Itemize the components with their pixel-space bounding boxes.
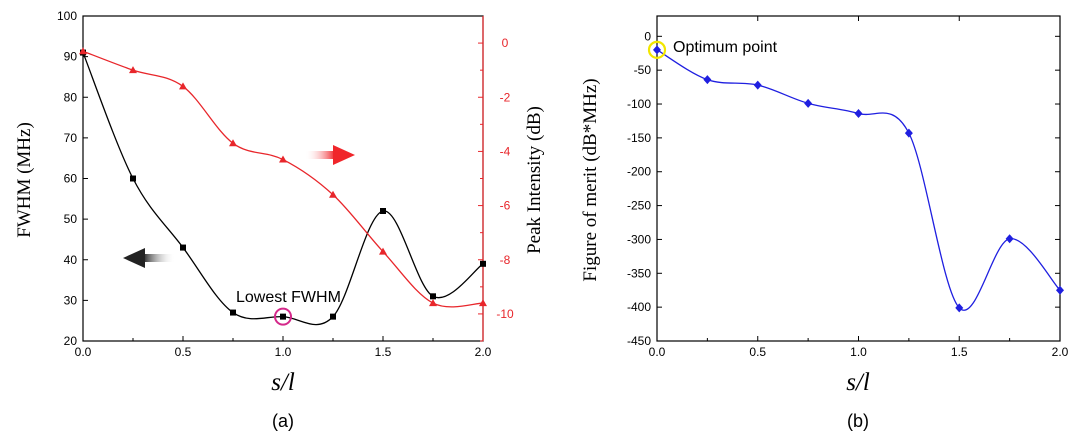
- left-arrow-black: [123, 248, 175, 268]
- peak-intensity-point: [329, 190, 337, 198]
- y-tick-label-right: -10: [496, 307, 514, 321]
- figure-of-merit-series-line: [656, 49, 1061, 311]
- y-tick-label-right: -4: [500, 144, 511, 158]
- y-tick-label-left: 30: [64, 293, 78, 307]
- y-tick-label: 0: [644, 29, 651, 43]
- x-tick-label: 1.5: [951, 345, 968, 359]
- figure-of-merit-point: [955, 303, 964, 313]
- figure-of-merit-point: [904, 128, 913, 138]
- fwhm-point: [430, 293, 436, 300]
- y-ticks-b: 0 -50 -100 -150 -200 -250 -300 -350 -400 -450: [627, 29, 1060, 348]
- peak-intensity-point: [229, 139, 237, 147]
- x-axis-label-b: s/l: [846, 369, 870, 396]
- peak-intensity-point: [429, 299, 437, 307]
- y-tick-label: -50: [634, 63, 652, 77]
- fwhm-series-markers: [80, 49, 486, 320]
- figure-of-merit-point: [854, 109, 863, 118]
- y-tick-label-left: 90: [64, 50, 78, 64]
- fwhm-point: [180, 244, 186, 251]
- y-tick-label-right: 0: [502, 36, 509, 50]
- fwhm-point: [480, 260, 486, 267]
- y-tick-label-left: 80: [64, 90, 78, 104]
- y-tick-label-left: 20: [64, 334, 78, 348]
- x-axis-label-a: s/l: [271, 369, 295, 396]
- peak-intensity-series-line: [82, 50, 484, 308]
- x-tick-label: 1.0: [850, 345, 867, 359]
- peak-intensity-point: [129, 66, 137, 74]
- peak-intensity-point: [179, 82, 187, 90]
- figure-of-merit-point: [804, 98, 813, 108]
- x-tick-label: 0.0: [75, 345, 92, 359]
- optimum-point-label: Optimum point: [673, 39, 778, 56]
- x-tick-label: 1.0: [275, 345, 292, 359]
- fwhm-series-line: [82, 52, 484, 326]
- y-tick-label-left: 40: [64, 253, 78, 267]
- panel-a: 0.0 0.5 1.0 1.5 2.0 20 30 40 50 60 70 80 90 100 0 -2 -…: [14, 9, 545, 431]
- x-tick-label: 2.0: [1052, 345, 1069, 359]
- peak-intensity-point: [479, 299, 487, 307]
- lowest-fwhm-circle: [274, 307, 292, 326]
- figure-of-merit-series-markers: [653, 45, 1064, 313]
- y-tick-label: -250: [627, 199, 651, 213]
- x-tick-label: 0.5: [175, 345, 192, 359]
- figure-of-merit-point: [653, 45, 661, 55]
- peak-intensity-point: [79, 47, 87, 55]
- y-ticks-left-a: 20 30 40 50 60 70 80 90 100: [57, 9, 88, 348]
- panel-b: 0.0 0.5 1.0 1.5 2.0 0 -50 -100 -150 -200 -250 -300…: [580, 15, 1069, 431]
- peak-intensity-point: [379, 247, 387, 255]
- y-tick-label-left: 50: [64, 212, 78, 226]
- fwhm-point: [280, 313, 286, 320]
- x-tick-label: 0.5: [749, 345, 766, 359]
- y-axis-label-b: Figure of merit (dB*MHz): [580, 78, 601, 281]
- right-arrow-red: [305, 145, 355, 165]
- y-tick-label: -400: [627, 300, 651, 314]
- optimum-point-circle: [647, 40, 667, 59]
- figure-of-merit-point: [753, 80, 762, 90]
- y-tick-label: -200: [627, 165, 651, 179]
- fwhm-point: [380, 208, 386, 214]
- x-ticks-b: 0.0 0.5 1.0 1.5 2.0: [649, 16, 1069, 359]
- fwhm-point: [130, 175, 136, 182]
- y-tick-label: -350: [627, 266, 651, 280]
- y-tick-label: -150: [627, 131, 651, 145]
- y-tick-label-right: -6: [500, 199, 511, 213]
- y-axis-label-right-a: Peak Intensity (dB): [524, 106, 545, 254]
- panel-label-a: (a): [272, 411, 294, 431]
- plot-frame-b: [656, 15, 1061, 342]
- y-tick-label-left: 100: [57, 9, 77, 23]
- figure-of-merit-point: [1005, 234, 1014, 244]
- x-tick-label: 1.5: [375, 345, 392, 359]
- fwhm-point: [230, 309, 236, 316]
- x-ticks-a: 0.0 0.5 1.0 1.5 2.0: [75, 336, 492, 359]
- x-tick-label: 0.0: [649, 345, 666, 359]
- y-tick-label: -300: [627, 232, 651, 246]
- fwhm-point: [330, 313, 336, 320]
- y-tick-label-right: -8: [500, 253, 511, 267]
- y-tick-label: -100: [627, 97, 651, 111]
- y-tick-label: -450: [627, 334, 651, 348]
- peak-intensity-point: [279, 155, 287, 163]
- peak-intensity-series-markers: [79, 47, 487, 307]
- y-tick-label-right: -2: [500, 90, 511, 104]
- y-tick-label-left: 70: [64, 131, 78, 145]
- lowest-fwhm-label: Lowest FWHM: [236, 289, 341, 306]
- y-axis-label-left-a: FWHM (MHz): [14, 122, 35, 238]
- figure-of-merit-point: [1056, 285, 1064, 295]
- y-tick-label-left: 60: [64, 172, 78, 186]
- x-tick-label: 2.0: [475, 345, 492, 359]
- figure-of-merit-point: [703, 75, 712, 85]
- panel-label-b: (b): [847, 411, 869, 431]
